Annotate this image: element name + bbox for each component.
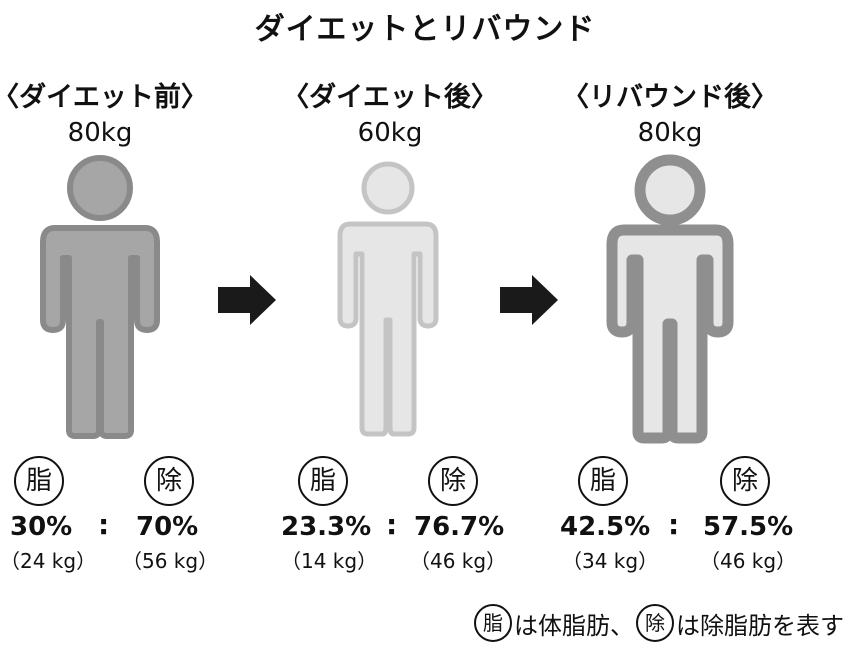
ratio-colon: : bbox=[386, 508, 398, 541]
lean-symbol-icon: 除 bbox=[636, 604, 674, 642]
lean-kg: （46 kg） bbox=[700, 549, 797, 573]
lean-kg: （56 kg） bbox=[122, 549, 219, 573]
arrow-right-icon bbox=[218, 275, 276, 325]
fat-symbol-icon: 脂 bbox=[298, 456, 348, 506]
fat-symbol-icon: 脂 bbox=[474, 604, 512, 642]
ratio-colon: : bbox=[98, 508, 110, 541]
stage-before-diet: 〈ダイエット前〉 80kg bbox=[0, 75, 220, 148]
ratio-colon: : bbox=[668, 508, 680, 541]
fat-percent: 23.3% bbox=[281, 512, 372, 542]
legend-note: 脂 は体脂肪、 除 は除脂肪を表す bbox=[472, 604, 844, 642]
lean-percent: 57.5% bbox=[703, 512, 794, 542]
fat-kg: （14 kg） bbox=[281, 549, 378, 573]
lean-note-text: は除脂肪を表す bbox=[676, 611, 844, 640]
stage-after-rebound: 〈リバウンド後〉 80kg bbox=[550, 75, 790, 148]
stage-weight: 80kg bbox=[637, 118, 703, 148]
diagram-title: ダイエットとリバウンド bbox=[254, 12, 596, 47]
fat-kg: （34 kg） bbox=[562, 549, 659, 573]
person-figure-before bbox=[40, 155, 160, 439]
stage-weight: 80kg bbox=[67, 118, 133, 148]
arrow-right-icon bbox=[500, 275, 558, 325]
lean-symbol-icon: 除 bbox=[144, 456, 194, 506]
person-figure-after-rebound bbox=[606, 154, 734, 444]
stage-weight: 60kg bbox=[357, 118, 423, 148]
stage-label: 〈リバウンド後〉 bbox=[562, 82, 778, 113]
lean-symbol-icon: 除 bbox=[720, 456, 770, 506]
lean-percent: 70% bbox=[136, 512, 199, 542]
stage-after-diet: 〈ダイエット後〉 60kg bbox=[270, 75, 510, 148]
lean-percent: 76.7% bbox=[414, 512, 505, 542]
lean-kg: （46 kg） bbox=[410, 549, 507, 573]
fat-symbol-icon: 脂 bbox=[14, 456, 64, 506]
person-figure-after-diet bbox=[337, 161, 439, 437]
fat-note-text: は体脂肪、 bbox=[514, 611, 634, 640]
fat-symbol-icon: 脂 bbox=[578, 456, 628, 506]
fat-percent: 42.5% bbox=[560, 512, 651, 542]
fat-percent: 30% bbox=[10, 512, 73, 542]
stage-label: 〈ダイエット前〉 bbox=[0, 82, 208, 113]
fat-kg: （24 kg） bbox=[0, 549, 97, 573]
stage-label: 〈ダイエット後〉 bbox=[282, 82, 498, 113]
lean-symbol-icon: 除 bbox=[428, 456, 478, 506]
